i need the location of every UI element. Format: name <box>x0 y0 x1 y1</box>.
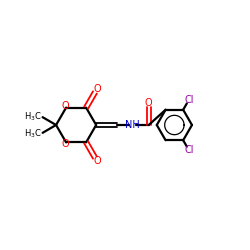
Text: NH: NH <box>125 120 140 130</box>
Text: O: O <box>145 98 152 108</box>
Text: O: O <box>93 156 101 166</box>
Text: H$_3$C: H$_3$C <box>24 127 42 140</box>
Text: Cl: Cl <box>184 94 194 104</box>
Text: Cl: Cl <box>184 146 194 156</box>
Text: O: O <box>61 101 69 111</box>
Text: H$_3$C: H$_3$C <box>24 110 42 123</box>
Text: O: O <box>93 84 101 94</box>
Text: O: O <box>61 139 69 149</box>
